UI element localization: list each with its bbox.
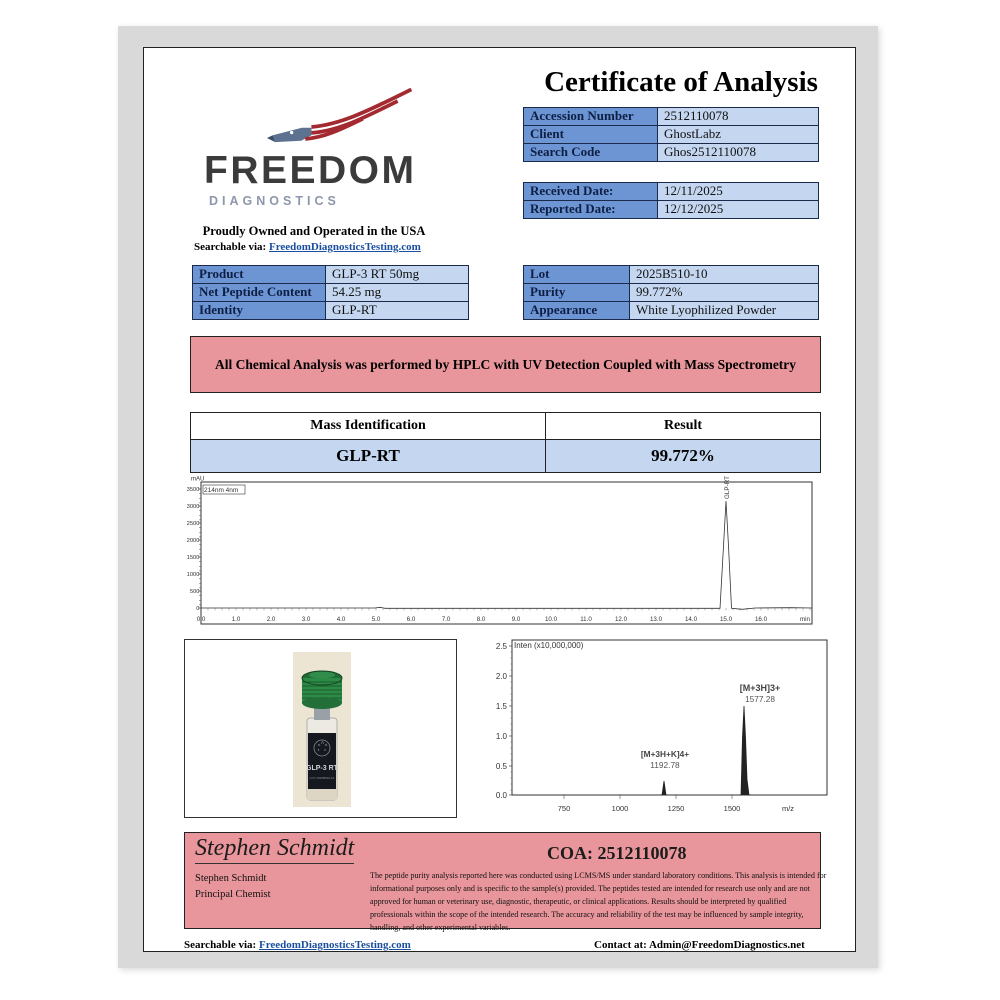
svg-text:500: 500 — [190, 589, 200, 595]
svg-text:8.0: 8.0 — [477, 616, 486, 623]
svg-text:3.0: 3.0 — [302, 616, 311, 623]
svg-text:1000: 1000 — [612, 804, 629, 813]
svg-text:3500: 3500 — [187, 487, 200, 493]
svg-text:m/z: m/z — [782, 804, 794, 813]
svg-text:750: 750 — [558, 804, 571, 813]
svg-text:9.0: 9.0 — [512, 616, 521, 623]
svg-text:3000: 3000 — [187, 504, 200, 510]
svg-text:0: 0 — [196, 606, 199, 612]
svg-text:LOT 2025B510-10: LOT 2025B510-10 — [310, 776, 335, 780]
svg-text:0.0: 0.0 — [197, 616, 206, 623]
svg-text:12.0: 12.0 — [615, 616, 628, 623]
svg-text:min: min — [800, 616, 811, 623]
svg-text:GLP-3 RT: GLP-3 RT — [306, 765, 339, 772]
svg-text:2.0: 2.0 — [267, 616, 276, 623]
svg-text:1192.78: 1192.78 — [650, 760, 680, 770]
svg-text:2000: 2000 — [187, 538, 200, 544]
svg-text:6.0: 6.0 — [407, 616, 416, 623]
svg-text:0.0: 0.0 — [496, 791, 508, 800]
svg-text:1577.28: 1577.28 — [745, 694, 775, 704]
svg-text:2.5: 2.5 — [496, 642, 508, 651]
svg-text:15.0: 15.0 — [720, 616, 733, 623]
svg-text:11.0: 11.0 — [580, 616, 592, 623]
svg-text:1500: 1500 — [187, 555, 200, 561]
svg-text:Inten (x10,000,000): Inten (x10,000,000) — [514, 641, 584, 650]
svg-text:mAU: mAU — [191, 477, 204, 483]
svg-text:4.0: 4.0 — [337, 616, 346, 623]
svg-text:1500: 1500 — [724, 804, 741, 813]
svg-text:1.0: 1.0 — [232, 616, 241, 623]
svg-text:14.0: 14.0 — [685, 616, 698, 623]
svg-text:2500: 2500 — [187, 521, 200, 527]
svg-text:1.0: 1.0 — [496, 732, 508, 741]
svg-text:16.0: 16.0 — [755, 616, 768, 623]
svg-text:[M+3H]3+: [M+3H]3+ — [740, 683, 781, 693]
svg-text:1000: 1000 — [187, 572, 200, 578]
svg-text:0.5: 0.5 — [496, 762, 508, 771]
svg-text:5.0: 5.0 — [372, 616, 381, 623]
svg-text:7.0: 7.0 — [442, 616, 451, 623]
svg-text:13.0: 13.0 — [650, 616, 663, 623]
svg-text:[M+3H+K]4+: [M+3H+K]4+ — [641, 749, 689, 759]
svg-text:10.0: 10.0 — [545, 616, 558, 623]
svg-text:1250: 1250 — [668, 804, 685, 813]
svg-text:214nm 4nm: 214nm 4nm — [204, 487, 238, 494]
svg-text:1.5: 1.5 — [496, 702, 508, 711]
svg-text:GLP-RT: GLP-RT — [724, 476, 731, 499]
svg-text:2.0: 2.0 — [496, 672, 508, 681]
